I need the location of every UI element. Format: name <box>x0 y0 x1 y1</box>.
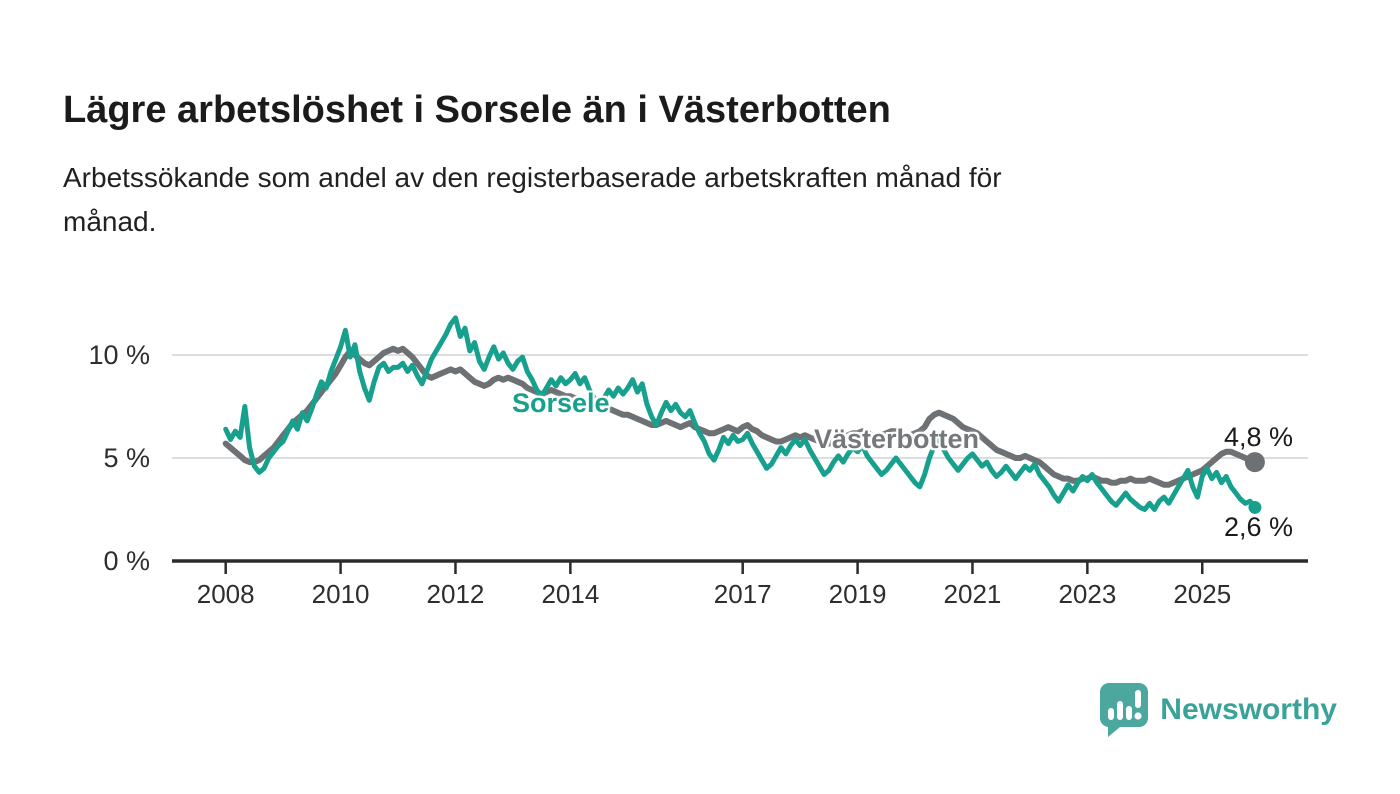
newsworthy-logo-icon <box>1100 683 1149 737</box>
series-line-sorsele <box>223 315 1258 512</box>
x-axis-tick-label-2014: 2014 <box>541 579 600 609</box>
x-axis-tick-label-2010: 2010 <box>311 579 370 609</box>
x-axis-tick-label-2023: 2023 <box>1058 579 1117 609</box>
x-axis-tick-label-2021: 2021 <box>943 579 1002 609</box>
chart-subtitle: Arbetssökande som andel av den registerb… <box>63 156 1002 244</box>
chart-subtitle-line2: månad. <box>63 206 157 237</box>
end-value-label-sorsele: 2,6 % <box>1224 512 1294 542</box>
y-axis-tick-label-10: 10 % <box>88 340 150 370</box>
newsworthy-logo-text: Newsworthy <box>1160 693 1337 726</box>
y-axis-tick-label-0: 0 % <box>103 546 150 576</box>
x-axis-tick-label-2012: 2012 <box>426 579 485 609</box>
x-axis-tick-label-2019: 2019 <box>828 579 887 609</box>
series-end-dot-vasterbotten <box>1244 452 1265 473</box>
x-axis-tick-label-2017: 2017 <box>713 579 772 609</box>
chart-title: Lägre arbetslöshet i Sorsele än i Väster… <box>63 89 891 132</box>
series-label-vasterbotten: Västerbotten <box>814 424 980 454</box>
series-label-sorsele: Sorsele <box>512 388 610 418</box>
x-axis-tick-label-2025: 2025 <box>1173 579 1232 609</box>
x-axis-tick-label-2008: 2008 <box>196 579 255 609</box>
newsworthy-brand: Newsworthy <box>1099 682 1337 738</box>
y-axis-tick-label-5: 5 % <box>103 443 150 473</box>
chart-subtitle-line1: Arbetssökande som andel av den registerb… <box>63 162 1002 193</box>
end-value-label-vasterbotten: 4,8 % <box>1224 422 1294 452</box>
series-end-dot-sorsele <box>1248 500 1262 514</box>
